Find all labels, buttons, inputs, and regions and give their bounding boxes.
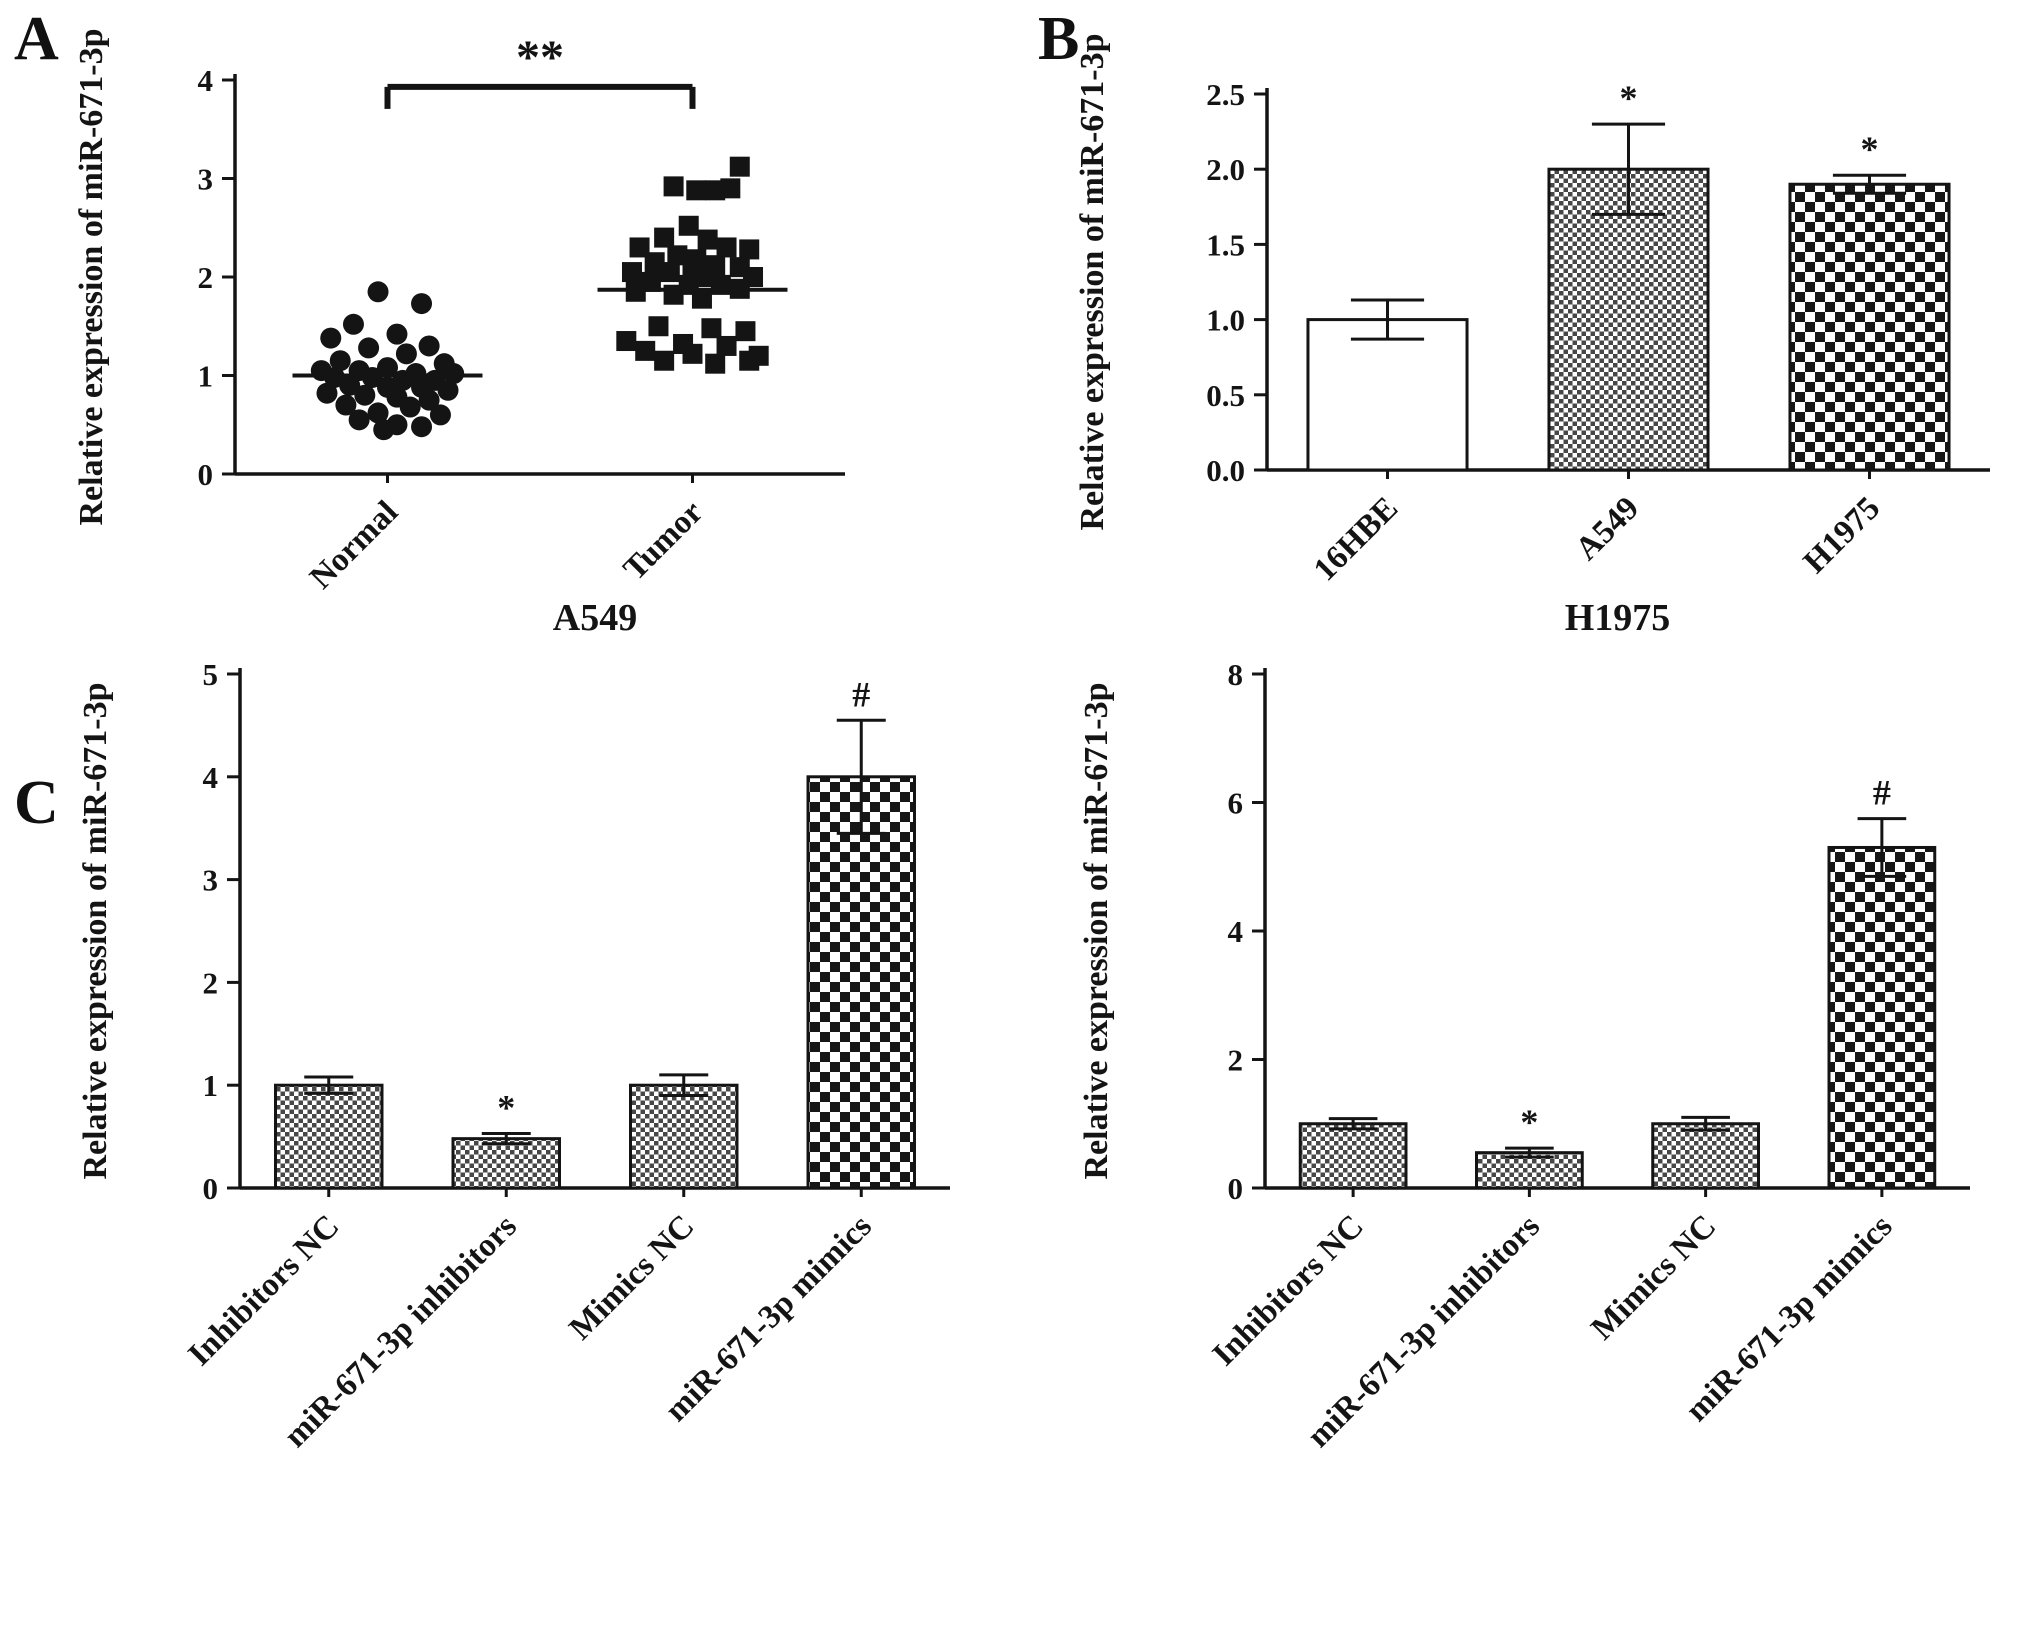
svg-text:2: 2: [1228, 1043, 1244, 1078]
svg-text:*: *: [1620, 78, 1638, 118]
panelC2-svg: 0 2 4 6 8 Relative expression of miR-671-3p H1…: [1078, 597, 1970, 1455]
svg-text:16HBE: 16HBE: [1307, 490, 1405, 588]
svg-text:A549: A549: [553, 597, 637, 639]
svg-text:Mimics NC: Mimics NC: [563, 1208, 702, 1347]
svg-text:4: 4: [198, 63, 214, 98]
svg-text:1: 1: [198, 359, 214, 394]
panel-c-a549-bar-chart: 0 1 2 3 4 5 Relative expression of miR-671-3p A…: [60, 592, 1020, 1649]
svg-text:#: #: [852, 674, 870, 714]
svg-text:*: *: [497, 1088, 515, 1128]
svg-text:0.0: 0.0: [1206, 453, 1245, 488]
panelC1-svg: 0 1 2 3 4 5 Relative expression of miR-671-3p A…: [77, 597, 950, 1455]
svg-text:2.0: 2.0: [1206, 152, 1245, 187]
panelA-svg: 0 1 2 3 4 Relative expression of miR-671-3p No…: [73, 28, 845, 596]
svg-text:Inhibitors NC: Inhibitors NC: [182, 1208, 347, 1373]
svg-text:Relative expression of miR-671: Relative expression of miR-671-3p: [73, 28, 110, 525]
svg-text:0: 0: [198, 457, 214, 492]
svg-text:0.5: 0.5: [1206, 378, 1245, 413]
svg-text:*: *: [1861, 129, 1879, 169]
svg-text:3: 3: [203, 863, 219, 898]
svg-text:H1975: H1975: [1797, 490, 1887, 580]
svg-text:Inhibitors NC: Inhibitors NC: [1206, 1208, 1371, 1373]
panel-c-h1975-bar-chart: 0 2 4 6 8 Relative expression of miR-671-3p H1…: [1055, 592, 2015, 1649]
svg-text:4: 4: [1228, 914, 1244, 949]
panelB-svg: 0.0 0.5 1.0 1.5 2.0 2.5 Relative expression of…: [1074, 33, 1990, 588]
svg-text:6: 6: [1228, 786, 1244, 821]
svg-text:Normal: Normal: [303, 494, 405, 596]
svg-text:**: **: [516, 31, 564, 84]
svg-text:#: #: [1873, 773, 1891, 813]
svg-text:8: 8: [1228, 657, 1244, 692]
svg-text:Relative expression of miR-671: Relative expression of miR-671-3p: [77, 682, 114, 1179]
svg-text:2: 2: [203, 965, 219, 1000]
panel-label-b: B: [1038, 5, 1080, 73]
panel-b-bar-chart: 0.0 0.5 1.0 1.5 2.0 2.5 Relative expression of…: [1055, 12, 2015, 792]
svg-text:2: 2: [198, 260, 214, 295]
svg-text:3: 3: [198, 162, 214, 197]
svg-text:A549: A549: [1569, 490, 1646, 567]
svg-text:0: 0: [203, 1171, 219, 1206]
svg-text:5: 5: [203, 657, 219, 692]
svg-text:*: *: [1520, 1102, 1538, 1142]
svg-text:1: 1: [203, 1068, 219, 1103]
svg-text:2.5: 2.5: [1206, 77, 1245, 112]
svg-text:Mimics NC: Mimics NC: [1584, 1208, 1723, 1347]
svg-text:Relative expression of miR-671: Relative expression of miR-671-3p: [1078, 682, 1115, 1179]
panel-a-scatter-chart: 0 1 2 3 4 Relative expression of miR-671-3p No…: [60, 12, 1020, 792]
svg-text:Tumor: Tumor: [617, 494, 710, 587]
svg-text:0: 0: [1228, 1171, 1244, 1206]
panel-label-a: A: [14, 5, 59, 73]
panel-label-c: C: [14, 769, 59, 837]
svg-text:1.0: 1.0: [1206, 303, 1245, 338]
svg-text:4: 4: [203, 760, 219, 795]
svg-text:H1975: H1975: [1565, 597, 1671, 639]
svg-text:Relative expression of miR-671: Relative expression of miR-671-3p: [1074, 33, 1111, 530]
svg-text:1.5: 1.5: [1206, 227, 1245, 262]
